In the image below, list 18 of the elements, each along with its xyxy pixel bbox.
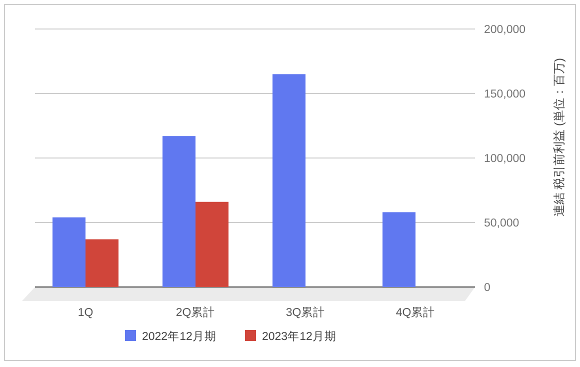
y-tick-label: 150,000 <box>484 88 526 100</box>
x-tick-label: 4Q累計 <box>396 305 436 319</box>
legend-label: 2022年12月期 <box>142 330 216 343</box>
bar <box>382 212 416 287</box>
bar <box>52 217 86 287</box>
y-tick-label: 100,000 <box>484 153 526 165</box>
x-tick-label: 3Q累計 <box>286 305 326 319</box>
x-tick-label: 1Q <box>78 307 94 319</box>
bar <box>162 136 196 287</box>
y-tick-label: 0 <box>484 282 490 294</box>
bar <box>272 74 306 287</box>
x-tick-label: 2Q累計 <box>176 305 216 319</box>
y-tick-label: 200,000 <box>484 24 526 36</box>
bar <box>196 202 228 287</box>
y-axis-title: 連結 税引前利益 (単位：百万) <box>552 58 566 217</box>
bar <box>86 239 118 287</box>
y-tick-label: 50,000 <box>484 218 520 230</box>
legend-label: 2023年12月期 <box>262 330 336 343</box>
